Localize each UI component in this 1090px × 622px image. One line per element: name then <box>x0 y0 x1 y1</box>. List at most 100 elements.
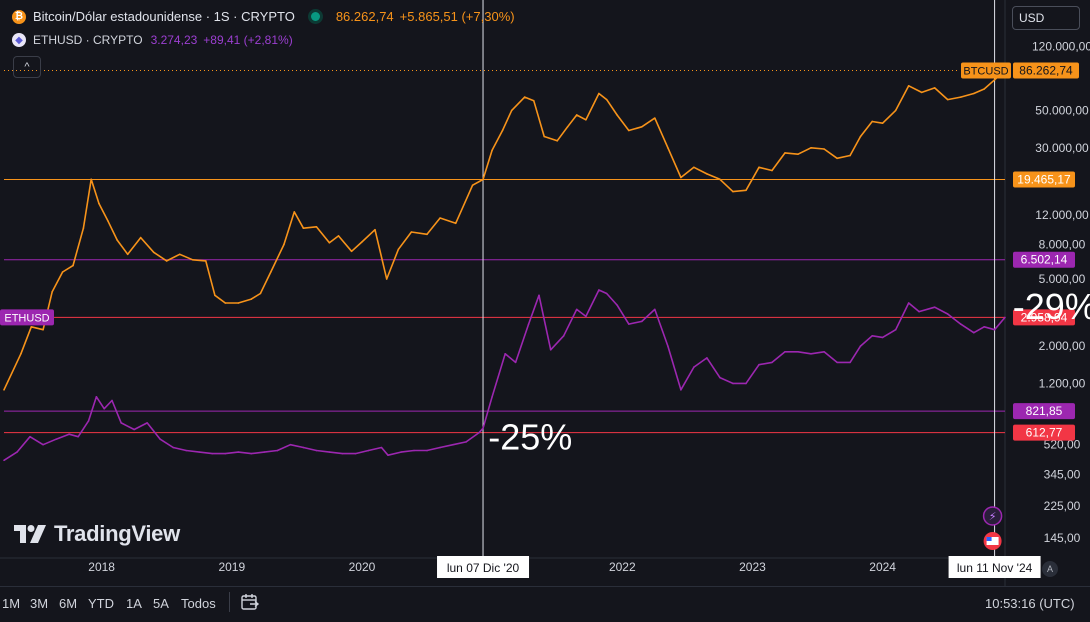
data-point-ethusd-5 <box>68 433 70 435</box>
data-point-ethusd-44 <box>527 323 530 325</box>
clock-timezone[interactable]: 10:53:16 (UTC) <box>985 596 1075 611</box>
data-point-btcusd-79 <box>933 87 936 89</box>
data-point-ethusd-20 <box>237 451 240 453</box>
data-point-ethusd-30 <box>367 449 370 452</box>
data-point-ethusd-64 <box>771 361 773 364</box>
data-point-ethusd-50 <box>598 289 600 291</box>
data-point-btcusd-20 <box>224 302 227 304</box>
data-point-btcusd-21 <box>237 302 240 304</box>
us-flag-field <box>986 537 999 545</box>
data-point-ethusd-56 <box>667 345 669 347</box>
date-label-0: lun 07 Dic '20 <box>447 561 520 575</box>
currency-select[interactable]: USD <box>1012 6 1080 30</box>
series-line-btcusd <box>3 69 1006 391</box>
data-point-ethusd-58 <box>693 366 695 368</box>
auto-scale-button[interactable]: A <box>1042 561 1058 577</box>
data-point-btcusd-12 <box>126 253 129 256</box>
tradingview-logo-icon <box>14 525 46 543</box>
data-point-ethusd-4 <box>55 438 57 441</box>
collapse-legend-button[interactable]: ^ <box>13 56 41 78</box>
go-to-date-icon[interactable] <box>240 592 260 612</box>
data-point-ethusd-53 <box>628 323 630 325</box>
level-label-2: 2.958,94 <box>1021 310 1068 324</box>
ethereum-icon: ◆ <box>12 33 26 47</box>
data-point-ethusd-23 <box>276 449 279 452</box>
data-point-ethusd-55 <box>654 308 656 311</box>
tradingview-logo: TradingView <box>14 521 180 547</box>
level-label-1: 6.502,14 <box>1021 253 1068 267</box>
level-label-4: 612,77 <box>1026 426 1063 440</box>
data-point-btcusd-69 <box>810 147 812 149</box>
data-point-ethusd-11 <box>120 422 122 424</box>
x-tick-label-0: 2018 <box>88 560 115 574</box>
data-point-btcusd-2 <box>30 326 33 328</box>
data-point-btcusd-53 <box>605 98 608 101</box>
y-tick-label-0: 120.000,00 <box>1032 39 1090 53</box>
data-point-btcusd-71 <box>836 157 838 160</box>
data-point-btcusd-67 <box>784 152 786 154</box>
data-point-ethusd-31 <box>380 446 383 449</box>
data-point-btcusd-51 <box>585 118 587 121</box>
data-point-ethusd-48 <box>575 308 578 311</box>
btc-price-tag: 86.262,74 <box>1019 63 1073 77</box>
data-point-ethusd-34 <box>413 449 415 452</box>
period-1m[interactable]: 1M <box>2 596 21 611</box>
data-point-ethusd-10 <box>111 399 113 402</box>
data-point-ethusd-45 <box>538 294 540 297</box>
data-point-ethusd-27 <box>328 451 331 453</box>
data-point-ethusd-3 <box>42 443 44 446</box>
data-point-ethusd-26 <box>315 449 318 452</box>
data-point-ethusd-37 <box>452 443 454 446</box>
btc-name-tag-bg <box>961 62 1011 79</box>
level-label-bg-3 <box>1013 403 1075 420</box>
period-6m[interactable]: 6M <box>59 596 78 611</box>
data-point-ethusd-67 <box>810 352 812 355</box>
data-point-btcusd-26 <box>293 211 296 213</box>
data-point-ethusd-54 <box>641 320 643 323</box>
percent-annotation-0: -25% <box>488 416 572 457</box>
eth-legend[interactable]: ◆ ETHUSD · CRYPTO 3.274,23 +89,41 (+2,81… <box>12 33 293 47</box>
data-point-ethusd-49 <box>585 315 587 318</box>
data-point-btcusd-80 <box>946 98 949 101</box>
data-point-btcusd-46 <box>532 100 535 102</box>
x-tick-label-5: 2024 <box>869 560 896 574</box>
data-point-ethusd-6 <box>77 435 79 438</box>
data-point-btcusd-47 <box>543 135 546 138</box>
data-point-btcusd-65 <box>758 166 760 169</box>
eth-change: +89,41 (+2,81%) <box>203 33 293 47</box>
btc-legend[interactable]: ₿ Bitcoin/Dólar estadounidense · 1S · CR… <box>12 9 515 24</box>
period-all[interactable]: Todos <box>181 596 216 611</box>
data-point-ethusd-14 <box>159 438 162 441</box>
period-3m[interactable]: 3M <box>30 596 49 611</box>
level-label-bg-4 <box>1013 424 1075 441</box>
data-point-btcusd-15 <box>165 260 168 262</box>
data-point-ethusd-18 <box>211 452 214 455</box>
eth-price: 3.274,23 <box>150 33 198 47</box>
data-point-ethusd-72 <box>871 335 874 337</box>
btc-name-tag: BTCUSD <box>963 65 1008 77</box>
data-point-btcusd-0 <box>3 389 5 391</box>
data-point-btcusd-6 <box>72 264 74 267</box>
period-5a[interactable]: 5A <box>153 596 169 611</box>
data-point-btcusd-82 <box>972 92 975 95</box>
btc-price-tag-bg <box>1013 62 1079 79</box>
data-point-ethusd-81 <box>983 326 985 328</box>
period-ytd[interactable]: YTD <box>88 596 114 611</box>
data-point-ethusd-62 <box>745 382 747 385</box>
data-point-btcusd-40 <box>471 184 474 187</box>
data-point-ethusd-40 <box>482 427 484 430</box>
data-point-btcusd-4 <box>51 290 53 293</box>
data-point-ethusd-16 <box>185 449 188 452</box>
period-1a[interactable]: 1A <box>126 596 142 611</box>
x-tick-label-1: 2019 <box>218 560 245 574</box>
data-point-ethusd-39 <box>478 431 480 434</box>
data-point-ethusd-57 <box>680 389 682 391</box>
data-point-ethusd-33 <box>400 451 402 453</box>
data-point-btcusd-45 <box>523 96 526 98</box>
data-point-ethusd-76 <box>918 310 920 313</box>
data-point-btcusd-44 <box>510 109 513 112</box>
level-label-bg-1 <box>1013 251 1075 268</box>
x-tick-label-4: 2023 <box>739 560 766 574</box>
data-point-btcusd-32 <box>361 241 363 243</box>
